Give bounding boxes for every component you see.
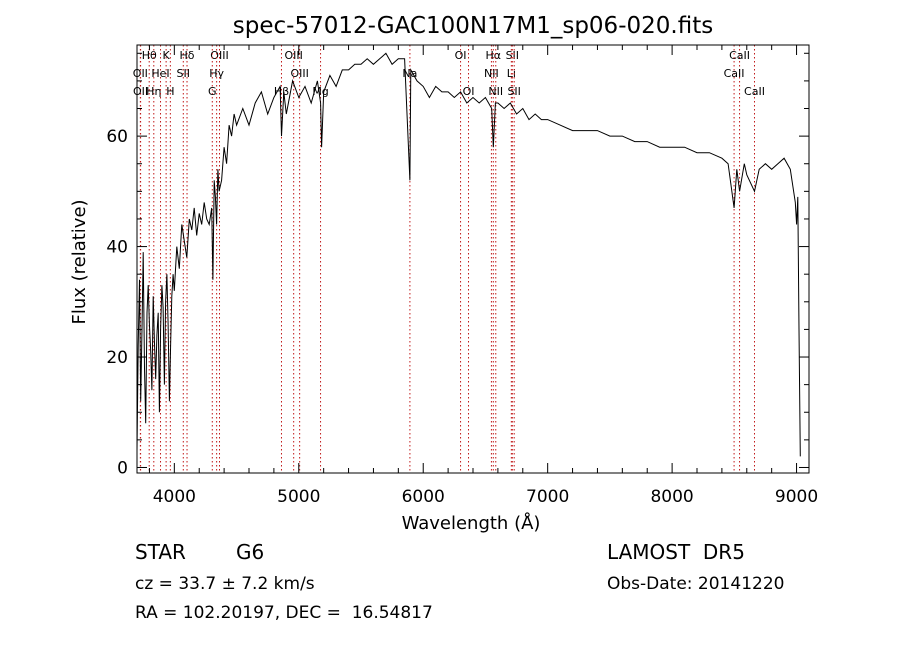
spectral-line-label: G: [208, 85, 217, 98]
axis-ticks: 4000 5000 6000 7000 8000 9000 0 20 40 60: [106, 45, 818, 507]
y-axis-label: Flux (relative): [69, 199, 90, 324]
redshift-cz-label: cz = 33.7 ± 7.2 km/s: [135, 574, 315, 594]
spectral-line-label: Hθ: [142, 49, 157, 62]
spectral-line-label: HeI: [151, 67, 169, 80]
spectral-line-label: H: [166, 85, 174, 98]
spectral-line-label: CaII: [724, 67, 745, 80]
spectral-line-label: OIII: [210, 49, 228, 62]
spectral-line-label: NII: [488, 85, 503, 98]
x-tick-label: 4000: [153, 487, 196, 507]
spectral-line-label: OI: [463, 85, 475, 98]
x-axis-label: Wavelength (Å): [402, 512, 541, 534]
spectral-line-label: OIII: [290, 67, 308, 80]
plot-frame: [136, 44, 810, 474]
spectral-line-label: Li: [507, 67, 516, 80]
x-tick-label: 8000: [650, 487, 693, 507]
spectrum-series-line: [136, 52, 801, 457]
x-tick-label: 7000: [526, 487, 569, 507]
spectral-line-label: Hα: [486, 49, 502, 62]
x-tick-label: 6000: [402, 487, 445, 507]
spectral-line-label: OI: [455, 49, 467, 62]
spectral-line-label: Na: [402, 67, 417, 80]
x-tick-label: 5000: [277, 487, 320, 507]
object-class-label: STAR: [135, 540, 186, 564]
survey-label: LAMOST DR5: [607, 540, 745, 564]
spectral-line-label: SII: [507, 85, 520, 98]
y-tick-label: 40: [106, 238, 128, 258]
coordinates-label: RA = 102.20197, DEC = 16.54817: [135, 603, 433, 623]
spectral-line-label: OIII: [284, 49, 302, 62]
x-tick-label: 9000: [775, 487, 818, 507]
spectral-line-label: SII: [177, 67, 190, 80]
spectral-line-label: K: [163, 49, 171, 62]
spectral-line-label: CaII: [744, 85, 765, 98]
spectral-line-label: Hβ: [274, 85, 289, 98]
y-tick-label: 60: [106, 127, 128, 147]
y-tick-label: 0: [117, 458, 128, 478]
spectral-line-label: CaII: [729, 49, 750, 62]
chart-title: spec-57012-GAC100N17M1_sp06-020.fits: [233, 13, 713, 39]
spectral-line-label: Hδ: [180, 49, 195, 62]
y-tick-label: 20: [106, 348, 128, 368]
spectral-line-label: Hγ: [209, 67, 224, 80]
spectral-line-label: SII: [506, 49, 519, 62]
spectral-line-label: NII: [484, 67, 499, 80]
spectral-line-label: Hη: [146, 85, 161, 98]
object-subclass-label: G6: [236, 540, 265, 564]
observation-date-label: Obs-Date: 20141220: [607, 574, 785, 594]
